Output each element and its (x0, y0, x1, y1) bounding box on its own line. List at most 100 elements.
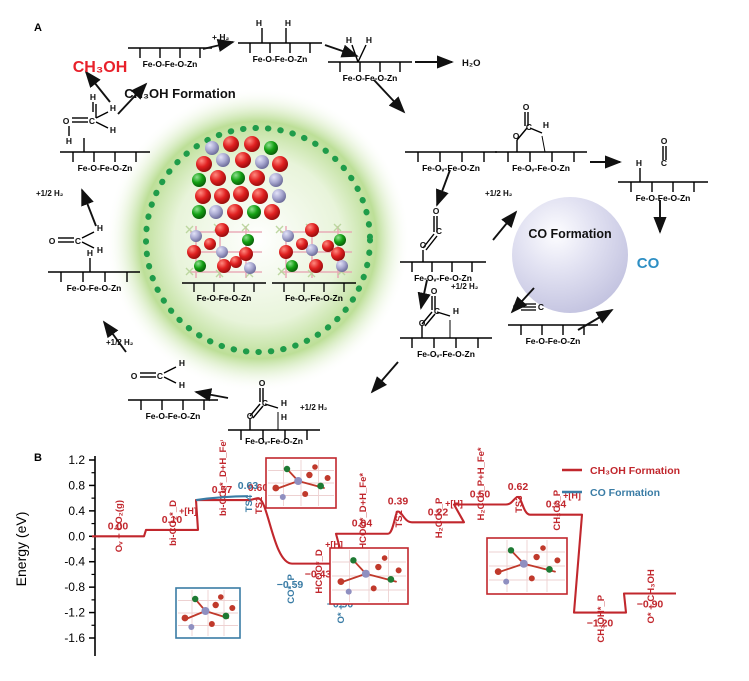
surface-h2co-left (60, 104, 150, 162)
state-label: H₂CO*_P (434, 497, 445, 538)
surface-caption-9: Fe-O-Fe-O-Zn (526, 336, 581, 346)
y-tick-label: 0.4 (68, 504, 85, 518)
energy-value-label: 0.39 (388, 495, 409, 507)
state-label: Oᵥ + CO₂(g) (114, 500, 125, 552)
surface-bare-top-left (128, 47, 212, 58)
chart-legend: CH₃OH Formation CO Formation (562, 465, 680, 499)
co-formation-region (512, 197, 628, 313)
crystal-inset-vacancy (275, 223, 352, 278)
energy-value-label: 0.50 (470, 489, 491, 501)
state-label: CH₃O*_P (552, 489, 563, 530)
half-h2-label-4: +1/2 H₂ (106, 338, 134, 347)
inner-surface-pristine (182, 282, 266, 292)
y-tick-label: 0.8 (68, 478, 85, 492)
atom-h-10: H (97, 245, 103, 255)
h2-reagent-label: + H₂ (212, 32, 229, 42)
surface-co2-vacancy-mid (400, 216, 486, 272)
molecule-ch3o-left-upper (68, 102, 109, 136)
energy-profile-chart: 1.2 0.8 0.4 0.0 -0.4 -0.8 -1.2 -1.6 Energy (eV) 0… (0, 440, 680, 656)
atom-c-6: C (661, 158, 667, 168)
atom-h-15: H (636, 158, 642, 168)
ch3oh-formation-region (106, 88, 410, 392)
energy-value-label: 0.63 (238, 480, 259, 492)
surface-hcoo-vacancy (495, 112, 587, 162)
energy-value-label: 0.04 (352, 518, 373, 530)
y-axis-title: Energy (eV) (13, 512, 29, 587)
state-label: HCOO*_D (314, 549, 325, 593)
surface-caption-6: Fe-O-Fe-O-Zn (636, 193, 691, 203)
energy-value-label: −0.90 (637, 599, 664, 611)
co-formation-title: CO Formation (528, 227, 611, 241)
surface-caption-5: Fe-Oᵥ-Fe-O-Zn (512, 163, 570, 173)
state-label: TS2 (394, 510, 405, 527)
surface-caption-4: Fe-Oᵥ-Fe-O-Zn (422, 163, 480, 173)
atom-o-11: O (419, 318, 426, 328)
state-label: CO*_P (286, 574, 297, 604)
surface-caption-10: Fe-O-Fe-O-Zn (78, 163, 133, 173)
ch3oh-formation-title: CH₃OH Formation (124, 86, 236, 101)
energy-value-label: −1.20 (587, 618, 614, 630)
structure-inset-ts3 (486, 537, 568, 595)
surface-2h-top (238, 28, 322, 53)
atom-o-13: O (247, 411, 254, 421)
atom-h-8: H (66, 136, 72, 146)
hydrogenation-step-label: +[H] (445, 498, 463, 508)
panel-a-reaction-scheme: A (34, 18, 708, 445)
atom-h-13: H (179, 380, 185, 390)
atom-o-3: O (131, 371, 138, 381)
inner-structure-caption-0: Fe-O-Fe-O-Zn (197, 293, 252, 303)
state-label: CH₃OH*_P (596, 594, 607, 642)
atom-h-14: H (543, 120, 549, 130)
atom-h-18: H (281, 412, 287, 422)
atom-o-1: O (63, 116, 70, 126)
y-tick-label: -1.2 (64, 606, 85, 620)
co-product-label: CO (637, 255, 660, 272)
state-label: H₂CO*_P+H_Fe* (476, 447, 487, 520)
energy-value-label: 0.10 (162, 514, 183, 526)
y-tick-label: -0.4 (64, 555, 85, 569)
atom-o-12: O (259, 378, 266, 388)
atom-c-2: C (75, 236, 81, 246)
atom-h-6: H (110, 125, 116, 135)
atom-o-7: O (661, 136, 668, 146)
molecule-co-gas (521, 303, 536, 311)
y-axis: 1.2 0.8 0.4 0.0 -0.4 -0.8 -1.2 -1.6 (64, 453, 96, 656)
molecule-h2co-left-lower (58, 231, 95, 249)
y-tick-label: 0.0 (68, 529, 85, 543)
half-h2-label-3: +1/2 H₂ (300, 403, 328, 412)
atom-h-7: H (90, 92, 96, 102)
atom-h-16: H (453, 306, 459, 316)
surface-2h-bent-top-right (328, 44, 412, 72)
state-label: TS4 (244, 494, 255, 512)
half-h2-label-5: +1/2 H₂ (36, 189, 64, 198)
surface-caption-12: Fe-O-Fe-O-Zn (146, 411, 201, 421)
energy-value-label: 0.62 (508, 481, 529, 493)
atom-c-4: C (538, 302, 544, 312)
atom-c-1: C (89, 116, 95, 126)
energy-value-label: 0.22 (428, 506, 449, 518)
energy-value-label: 0.57 (212, 484, 233, 496)
surface-caption-8: Fe-Oᵥ-Fe-O-Zn (417, 349, 475, 359)
co-branch-connector (195, 495, 249, 502)
state-label: TS1 (254, 496, 265, 514)
methanol-product-label: CH₃OH (73, 59, 128, 76)
energy-value-label: −0.43 (305, 569, 332, 581)
surface-hcoo-vacancy-low (400, 296, 492, 348)
structure-inset-ts1 (265, 457, 337, 509)
structure-inset-co-p (175, 587, 241, 639)
atom-o-5: O (523, 102, 530, 112)
molecule-h2co-bottom (140, 366, 177, 384)
energy-value-label: 0.00 (108, 520, 129, 532)
surface-bare-co-gas (508, 324, 598, 335)
crystal-cluster-top (192, 136, 288, 220)
energy-path (92, 495, 676, 614)
legend-label: CO Formation (590, 487, 660, 499)
water-product-label: H₂O (462, 58, 480, 69)
hydrogenation-step-label: +[H] (563, 491, 581, 501)
surface-caption-1: Fe-O-Fe-O-Zn (143, 59, 198, 69)
atom-h-17: H (281, 398, 287, 408)
inner-surface-vacancy (272, 282, 356, 292)
atom-c-3: C (157, 371, 163, 381)
state-label: O* + CH₃OH (646, 569, 657, 623)
